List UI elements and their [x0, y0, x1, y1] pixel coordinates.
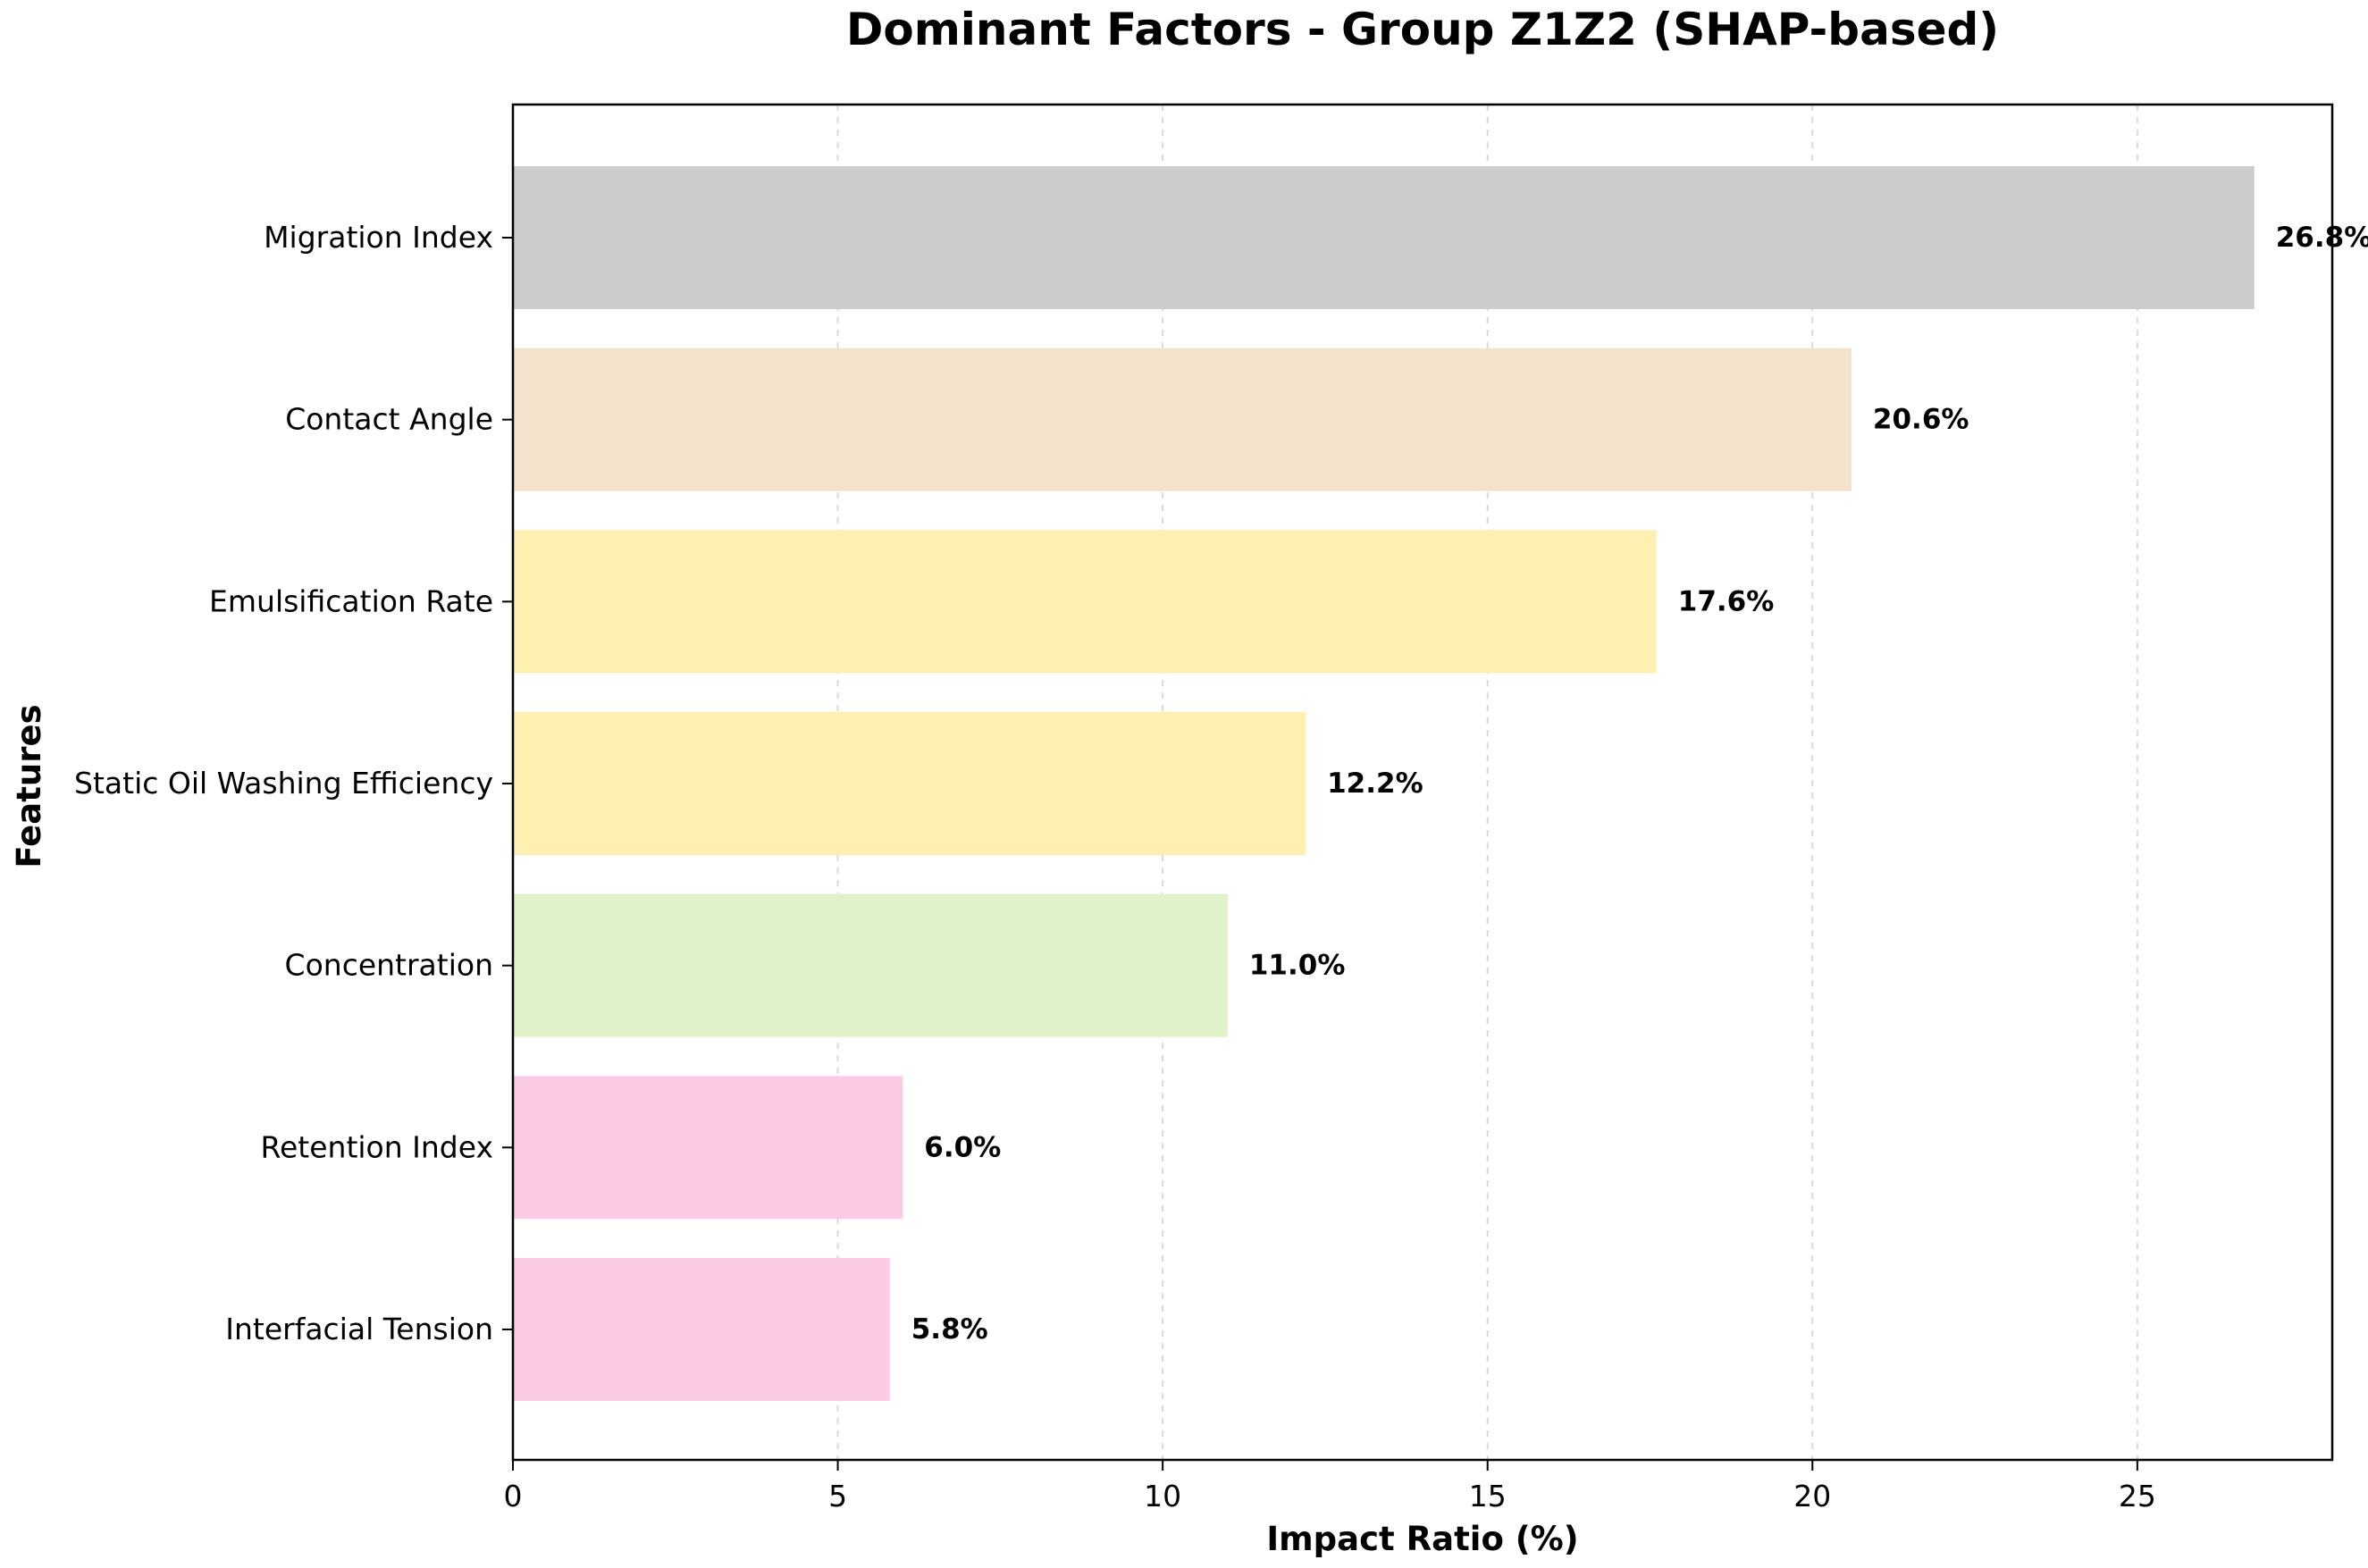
bar	[513, 166, 2255, 309]
value-label: 26.8%	[2276, 222, 2368, 254]
chart-title: Dominant Factors - Group Z1Z2 (SHAP-base…	[846, 4, 1999, 55]
x-tick-label: 20	[1793, 1479, 1831, 1513]
x-tick-label: 0	[504, 1479, 523, 1513]
category-label: Concentration	[285, 948, 493, 983]
category-label: Contact Angle	[285, 402, 493, 437]
category-label: Static Oil Washing Efficiency	[74, 766, 493, 801]
bars	[513, 166, 2255, 1401]
plot-frame	[511, 103, 2334, 1462]
y-axis-label: Features	[10, 704, 48, 868]
value-label: 11.0%	[1249, 950, 1346, 982]
value-label: 5.8%	[911, 1313, 988, 1346]
value-label: 20.6%	[1873, 404, 1969, 436]
x-tick-label: 25	[2119, 1479, 2156, 1513]
x-tick-label: 5	[828, 1479, 847, 1513]
category-label: Migration Index	[264, 220, 493, 255]
value-label: 17.6%	[1678, 585, 1775, 617]
y-axis: Migration Index Contact Angle Emulsificati…	[74, 220, 513, 1346]
bar	[513, 893, 1228, 1037]
bar	[513, 348, 1852, 491]
bar	[513, 712, 1306, 855]
bar	[513, 1076, 903, 1220]
x-axis: 0 5 10 15 20 25	[504, 1460, 2156, 1513]
x-axis-label: Impact Ratio (%)	[1266, 1520, 1578, 1558]
value-labels: 26.8% 20.6% 17.6% 12.2% 11.0% 6.0% 5.8%	[911, 222, 2368, 1346]
x-tick-label: 15	[1469, 1479, 1507, 1513]
category-label: Interfacial Tension	[225, 1312, 493, 1346]
category-label: Retention Index	[261, 1129, 493, 1164]
bar	[513, 530, 1657, 674]
bar	[513, 1258, 890, 1401]
value-label: 12.2%	[1327, 767, 1423, 800]
value-label: 6.0%	[924, 1131, 1001, 1163]
x-tick-label: 10	[1144, 1479, 1181, 1513]
category-label: Emulsification Rate	[209, 583, 493, 618]
